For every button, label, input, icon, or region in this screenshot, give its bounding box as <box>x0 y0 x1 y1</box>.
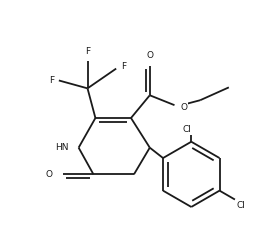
Text: HN: HN <box>55 143 69 152</box>
Text: F: F <box>49 76 54 85</box>
Text: F: F <box>85 47 90 56</box>
Text: O: O <box>181 103 187 112</box>
Text: O: O <box>146 51 153 60</box>
Text: O: O <box>46 170 53 179</box>
Text: Cl: Cl <box>236 201 245 210</box>
Text: F: F <box>121 62 126 71</box>
Text: Cl: Cl <box>183 125 192 134</box>
